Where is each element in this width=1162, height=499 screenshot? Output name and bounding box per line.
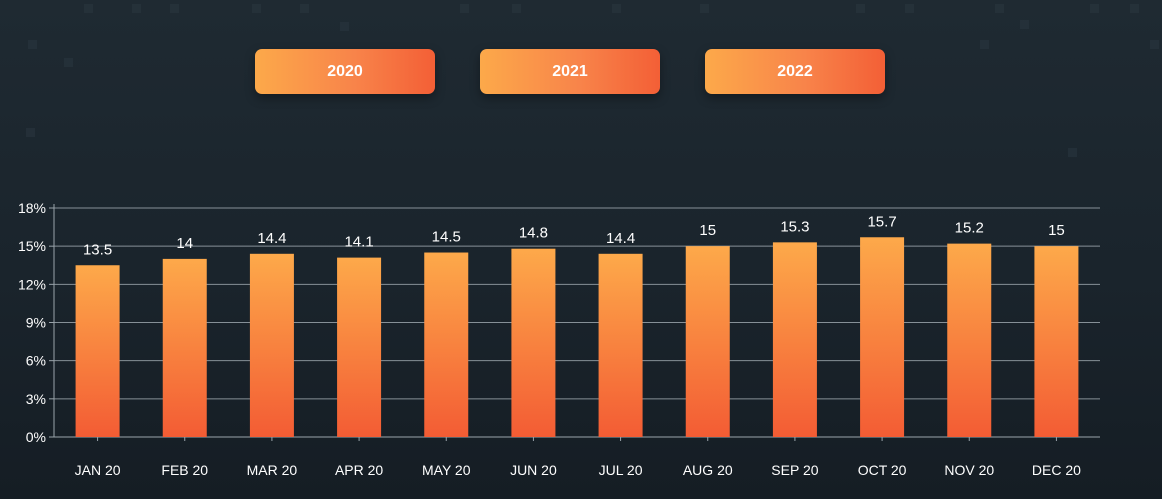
data-label: 14.4 [257, 230, 286, 247]
grid-lines [54, 207, 1100, 400]
x-tick-label: APR 20 [335, 462, 383, 478]
data-label: 15.3 [780, 218, 809, 235]
x-tick-label: NOV 20 [944, 462, 994, 478]
data-label: 15 [1048, 222, 1065, 239]
bar [598, 253, 643, 437]
data-label: 15.2 [955, 220, 984, 237]
x-tick-label: MAY 20 [422, 462, 471, 478]
bar [685, 246, 730, 437]
bar [947, 243, 992, 437]
labels: 0% 3% 6% 9% 12% 15% 18% 13.5 JAN 20 14 FEB 20 14.4 M… [18, 200, 1081, 478]
data-label: 15.7 [867, 213, 896, 230]
bar [162, 258, 207, 437]
y-tick-label: 6% [26, 353, 46, 369]
x-tick-label: AUG 20 [683, 462, 733, 478]
bar [75, 265, 120, 437]
data-label: 14.5 [432, 229, 461, 246]
bar [249, 253, 294, 437]
bars [75, 237, 1079, 437]
x-tick-label: MAR 20 [247, 462, 298, 478]
bar [337, 257, 382, 437]
data-label: 13.5 [83, 241, 112, 258]
axes [49, 204, 1100, 441]
bar [772, 242, 817, 437]
bar [511, 248, 556, 437]
year-2021-button[interactable]: 2021 [480, 49, 660, 94]
x-tick-label: DEC 20 [1032, 462, 1081, 478]
y-tick-label: 12% [18, 276, 46, 292]
year-2020-button[interactable]: 2020 [255, 49, 435, 94]
bar [424, 252, 469, 437]
y-tick-label: 15% [18, 238, 46, 254]
x-tick-label: FEB 20 [161, 462, 208, 478]
bar [860, 237, 905, 437]
y-tick-label: 3% [26, 391, 46, 407]
x-tick-label: SEP 20 [771, 462, 818, 478]
data-label: 14.1 [344, 234, 373, 251]
data-label: 14 [176, 235, 193, 252]
data-label: 14.4 [606, 230, 635, 247]
y-tick-label: 9% [26, 315, 46, 331]
x-tick-label: OCT 20 [858, 462, 907, 478]
bar [1034, 246, 1079, 437]
year-2022-button[interactable]: 2022 [705, 49, 885, 94]
x-tick-label: JUN 20 [510, 462, 557, 478]
data-label: 14.8 [519, 225, 548, 242]
data-label: 15 [699, 222, 716, 239]
x-tick-label: JUL 20 [599, 462, 643, 478]
x-tick-label: JAN 20 [75, 462, 121, 478]
y-tick-label: 0% [26, 429, 46, 445]
y-tick-label: 18% [18, 200, 46, 216]
